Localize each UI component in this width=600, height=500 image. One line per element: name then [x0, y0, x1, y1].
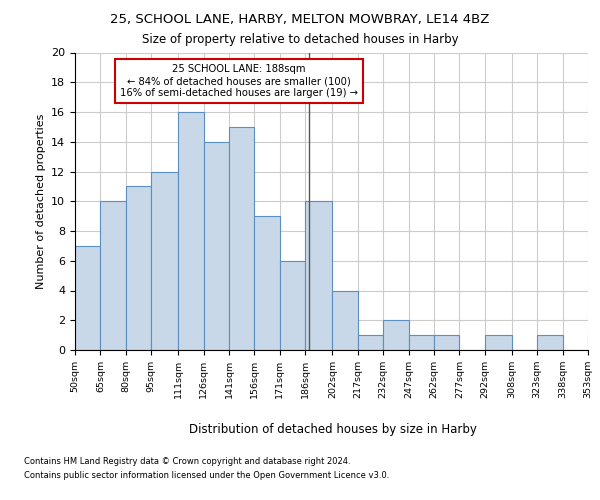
Text: Distribution of detached houses by size in Harby: Distribution of detached houses by size …: [189, 422, 477, 436]
Bar: [254, 216, 280, 350]
Bar: [100, 201, 126, 350]
Text: 25 SCHOOL LANE: 188sqm
← 84% of detached houses are smaller (100)
16% of semi-de: 25 SCHOOL LANE: 188sqm ← 84% of detached…: [120, 64, 358, 98]
Bar: [178, 112, 203, 350]
Bar: [151, 172, 178, 350]
Bar: [126, 186, 151, 350]
Text: 25, SCHOOL LANE, HARBY, MELTON MOWBRAY, LE14 4BZ: 25, SCHOOL LANE, HARBY, MELTON MOWBRAY, …: [110, 12, 490, 26]
Bar: [434, 335, 460, 350]
Bar: [588, 335, 600, 350]
Bar: [358, 335, 383, 350]
Bar: [409, 335, 434, 350]
Bar: [229, 127, 254, 350]
Bar: [305, 201, 332, 350]
Bar: [383, 320, 409, 350]
Text: Contains public sector information licensed under the Open Government Licence v3: Contains public sector information licen…: [24, 471, 389, 480]
Bar: [332, 290, 358, 350]
Bar: [537, 335, 563, 350]
Bar: [280, 261, 305, 350]
Bar: [203, 142, 229, 350]
Text: Contains HM Land Registry data © Crown copyright and database right 2024.: Contains HM Land Registry data © Crown c…: [24, 458, 350, 466]
Bar: [75, 246, 100, 350]
Bar: [485, 335, 512, 350]
Text: Size of property relative to detached houses in Harby: Size of property relative to detached ho…: [142, 32, 458, 46]
Y-axis label: Number of detached properties: Number of detached properties: [35, 114, 46, 289]
